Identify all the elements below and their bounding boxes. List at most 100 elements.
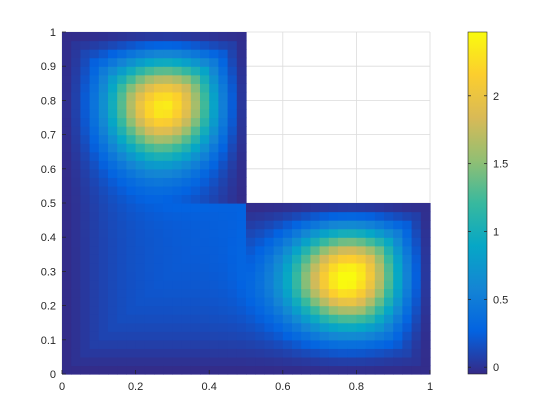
heatmap-cell [163, 83, 173, 93]
heatmap-cell [255, 220, 265, 230]
heatmap-cell [347, 237, 357, 247]
heatmap-cell [172, 305, 183, 315]
heatmap-cell [89, 339, 100, 349]
heatmap-cell [144, 168, 155, 178]
heatmap-cell [117, 339, 127, 349]
heatmap-cell [71, 279, 81, 290]
heatmap-cell [218, 74, 229, 84]
heatmap-cell [347, 365, 357, 375]
heatmap-cell [292, 297, 302, 307]
heatmap-cell [356, 254, 367, 264]
heatmap-cell [80, 117, 91, 127]
heatmap-cell [117, 348, 127, 358]
heatmap-cell [384, 271, 394, 281]
heatmap-cell [338, 245, 348, 255]
heatmap-cell [227, 91, 238, 101]
heatmap-cell [356, 322, 367, 332]
heatmap-cell [108, 237, 118, 247]
heatmap-cell [98, 322, 109, 332]
heatmap-cell [301, 245, 311, 255]
heatmap-cell [80, 297, 91, 307]
heatmap-cell [154, 117, 164, 127]
heatmap-cell [144, 339, 155, 349]
heatmap-cell [89, 237, 100, 247]
heatmap-cell [98, 305, 109, 315]
heatmap-cell [209, 262, 219, 272]
heatmap-cell [365, 237, 376, 247]
heatmap-cell [71, 297, 81, 307]
heatmap-cell [190, 100, 201, 110]
heatmap-cell [292, 314, 302, 324]
heatmap-cell [89, 185, 100, 196]
heatmap-cell [236, 40, 247, 50]
heatmap-cell [144, 356, 155, 367]
heatmap-cell [98, 339, 109, 349]
heatmap-cell [126, 228, 137, 238]
heatmap-cell [227, 245, 238, 255]
heatmap-cell [218, 271, 229, 281]
heatmap-cell [181, 40, 192, 50]
heatmap-cell [98, 126, 109, 136]
heatmap-cell [62, 203, 72, 213]
heatmap-cell [200, 40, 210, 50]
heatmap-cell [200, 365, 210, 375]
heatmap-cell [154, 66, 164, 76]
heatmap-cell [190, 117, 201, 127]
heatmap-cell [135, 211, 146, 221]
heatmap-cell [190, 297, 201, 307]
heatmap-cell [172, 194, 183, 204]
heatmap-cell [393, 245, 403, 255]
heatmap-cell [172, 83, 183, 93]
heatmap-cell [218, 134, 229, 144]
heatmap-cell [292, 356, 302, 367]
heatmap-cell [236, 297, 247, 307]
heatmap-cell [80, 254, 91, 264]
heatmap-cell [98, 49, 109, 59]
heatmap-cell [356, 245, 367, 255]
heatmap-cell [365, 254, 376, 264]
heatmap-cell [62, 288, 72, 298]
heatmap-cell [365, 331, 376, 341]
heatmap-cell [181, 356, 192, 367]
heatmap-cell [163, 365, 173, 375]
heatmap-cell [200, 348, 210, 358]
heatmap-cell [172, 262, 183, 272]
heatmap-cell [310, 211, 321, 221]
colorbar: 0 0.5 1 1.5 2 [467, 31, 508, 375]
heatmap-cell [172, 297, 183, 307]
heatmap-cell [126, 117, 137, 127]
heatmap-cell [89, 365, 100, 375]
heatmap-cell [420, 365, 431, 375]
y-tick-label: 0.6 [41, 164, 56, 176]
heatmap-cell [227, 203, 238, 213]
heatmap-cell [154, 271, 164, 281]
heatmap-cell [200, 245, 210, 255]
heatmap-cell [338, 262, 348, 272]
heatmap-cell [236, 143, 247, 153]
heatmap-cell [163, 288, 173, 298]
heatmap-cell [218, 185, 229, 196]
heatmap-cell [144, 74, 155, 84]
heatmap-cell [154, 203, 164, 213]
heatmap-cell [310, 237, 321, 247]
heatmap-cell [126, 194, 137, 204]
heatmap-cell [264, 305, 275, 315]
heatmap-cell [190, 83, 201, 93]
heatmap-cell [135, 74, 146, 84]
heatmap-cell [181, 126, 192, 136]
heatmap-cell [126, 168, 137, 178]
heatmap-cell [338, 348, 348, 358]
heatmap-cell [292, 228, 302, 238]
heatmap-cell [144, 177, 155, 187]
heatmap-cell [108, 194, 118, 204]
heatmap-cell [154, 134, 164, 144]
heatmap-cell [292, 245, 302, 255]
x-axis: 0 0.2 0.4 0.6 0.8 1 [59, 370, 433, 393]
heatmap-cell [126, 314, 137, 324]
y-tick-label: 0.1 [41, 335, 56, 347]
heatmap-cell [80, 314, 91, 324]
heatmap-cell [172, 322, 183, 332]
heatmap-cell [402, 305, 413, 315]
heatmap-cell [411, 314, 422, 324]
colorbar-tick-label: 1 [493, 227, 499, 239]
